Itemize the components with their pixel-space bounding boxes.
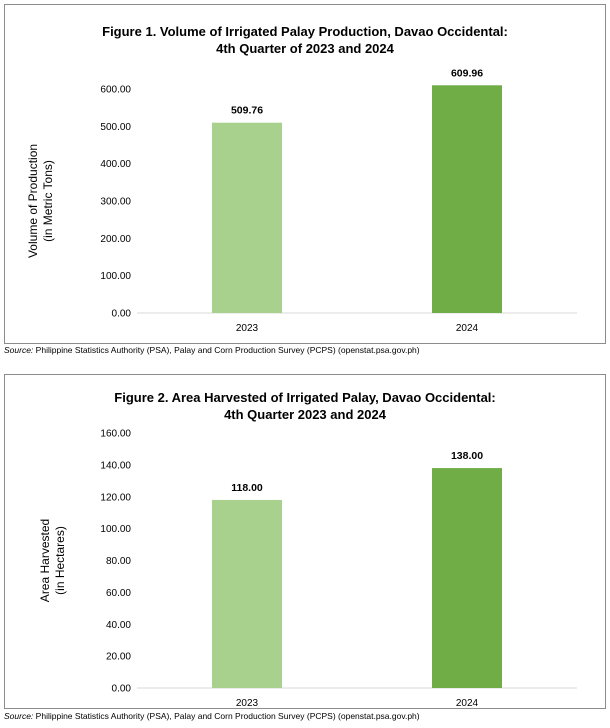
figure-1-chart: 0.00 100.00 200.00 300.00 400.00 500.00 600.00…: [26, 67, 577, 334]
y-tick-label: 100.00: [100, 524, 131, 535]
y-tick-label: 100.00: [100, 271, 131, 282]
figure-2-source: Source: Philippine Statistics Authority …: [4, 711, 420, 721]
figure-2-title-line1: Figure 2. Area Harvested of Irrigated Pa…: [114, 390, 496, 405]
data-label-2023: 509.76: [231, 105, 263, 117]
data-label-2024: 138.00: [451, 450, 483, 462]
x-tick-label-2023: 2023: [236, 698, 259, 708]
x-tick-label-2023: 2023: [236, 323, 259, 334]
data-label-2023: 118.00: [231, 482, 263, 494]
x-tick-label-2024: 2024: [456, 323, 479, 334]
y-tick-label: 600.00: [100, 85, 131, 96]
figure-1-panel: Figure 1. Volume of Irrigated Palay Prod…: [4, 4, 606, 344]
figure-2-title-line2: 4th Quarter 2023 and 2024: [224, 407, 386, 422]
y-tick-label: 500.00: [100, 122, 131, 133]
y-axis-title-line2: (in Metric Tons): [41, 160, 55, 242]
source-text: Philippine Statistics Authority (PSA), P…: [35, 345, 420, 355]
y-tick-label: 0.00: [112, 684, 132, 695]
bar-2024: [432, 468, 502, 688]
source-label: Source:: [4, 711, 34, 721]
figure-1-title: Figure 1. Volume of Irrigated Palay Prod…: [5, 23, 605, 57]
y-axis-title-line1: Volume of Production: [26, 144, 40, 258]
y-axis-title-line2: (in Hectares): [53, 526, 67, 595]
figure-1-title-line1: Figure 1. Volume of Irrigated Palay Prod…: [102, 24, 508, 39]
y-axis-title: Area Harvested (in Hectares): [38, 519, 67, 602]
y-tick-label: 200.00: [100, 234, 131, 245]
y-tick-label: 60.00: [106, 588, 131, 599]
y-tick-label: 0.00: [112, 309, 132, 320]
y-tick-label: 160.00: [100, 429, 131, 440]
y-tick-label: 80.00: [106, 556, 131, 567]
figure-2-title: Figure 2. Area Harvested of Irrigated Pa…: [5, 389, 605, 423]
y-tick-label: 140.00: [100, 460, 131, 471]
figure-2-chart: 0.00 20.00 40.00 60.00 80.00 100.00 120.00 140.…: [38, 429, 577, 708]
y-tick-label: 400.00: [100, 159, 131, 170]
source-text: Philippine Statistics Authority (PSA), P…: [35, 711, 420, 721]
source-label: Source:: [4, 345, 34, 355]
bar-2023: [212, 499, 282, 688]
figure-2-panel: Figure 2. Area Harvested of Irrigated Pa…: [4, 374, 606, 709]
y-axis-title: Volume of Production (in Metric Tons): [26, 144, 55, 258]
bar-2023: [212, 122, 282, 313]
y-tick-label: 120.00: [100, 492, 131, 503]
bar-2024: [432, 85, 502, 313]
figure-1-title-line2: 4th Quarter of 2023 and 2024: [216, 41, 394, 56]
y-axis-title-line1: Area Harvested: [38, 519, 52, 602]
figure-1-source: Source: Philippine Statistics Authority …: [4, 345, 420, 355]
data-label-2024: 609.96: [451, 67, 483, 79]
y-tick-label: 40.00: [106, 620, 131, 631]
y-tick-label: 20.00: [106, 652, 131, 663]
x-tick-label-2024: 2024: [456, 698, 479, 708]
y-tick-label: 300.00: [100, 197, 131, 208]
